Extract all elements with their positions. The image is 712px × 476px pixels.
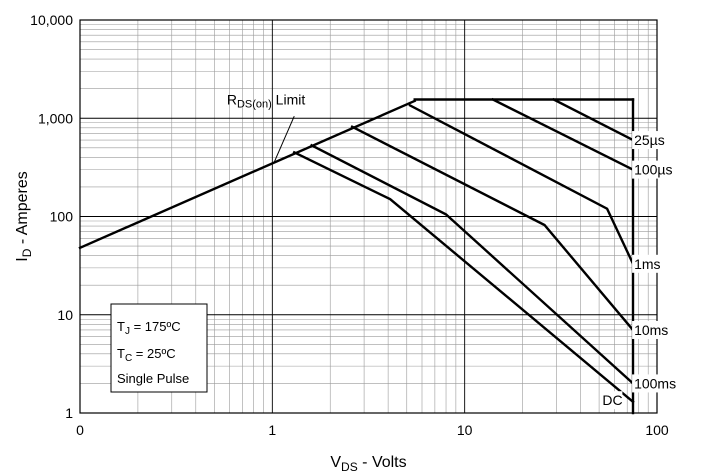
plot-frame <box>79 19 658 414</box>
series-line-rds-on-limit <box>78 99 417 250</box>
label-background <box>632 131 673 150</box>
curve-label-25us: 25µs <box>634 132 665 148</box>
series-line-10ms <box>350 125 635 332</box>
y-tick-label: 1,000 <box>38 110 73 126</box>
series-line-25us <box>551 97 635 142</box>
x-axis-title: VDS - Volts <box>330 454 406 474</box>
rds-limit-label: RDS(on) Limit <box>227 92 306 111</box>
series-line-100ms <box>309 143 635 386</box>
y-tick-label: 10 <box>57 307 73 323</box>
label-background <box>600 391 623 410</box>
conditions-box: TJ = 175ºC TC = 25ºC Single Pulse <box>110 303 208 393</box>
single-pulse-text: Single Pulse <box>117 371 189 386</box>
y-tick-label: 1 <box>65 405 73 421</box>
y-tick-label: 10,000 <box>30 12 73 28</box>
curve-label-100us: 100µs <box>634 162 672 178</box>
series-line-100us <box>491 97 635 172</box>
label-background <box>632 374 682 393</box>
tj-text: TJ = 175ºC <box>117 319 181 337</box>
y-tick-label: 100 <box>50 209 74 225</box>
label-background <box>632 160 682 179</box>
label-background <box>632 320 673 339</box>
tc-text: TC = 25ºC <box>117 346 176 364</box>
annotation-layer: 25µs 100µs 1ms 10ms 100ms DC <box>600 131 682 410</box>
curve-label-100ms: 100ms <box>634 375 676 391</box>
x-tick-label: 1 <box>268 422 276 438</box>
x-tick-label: 0 <box>76 422 84 438</box>
series-layer <box>78 97 635 415</box>
curve-label-10ms: 10ms <box>634 322 668 338</box>
rds-limit-leader-line <box>273 115 295 163</box>
label-background <box>632 254 664 273</box>
series-line-1ms <box>408 103 635 266</box>
series-line-dc <box>292 150 635 404</box>
x-tick-label: 10 <box>457 422 473 438</box>
conditions-box-border <box>110 303 208 393</box>
y-axis-title: ID - Amperes <box>14 171 34 261</box>
x-tick-label: 100 <box>645 422 669 438</box>
curve-label-1ms: 1ms <box>634 256 660 272</box>
curve-label-dc: DC <box>602 392 622 408</box>
